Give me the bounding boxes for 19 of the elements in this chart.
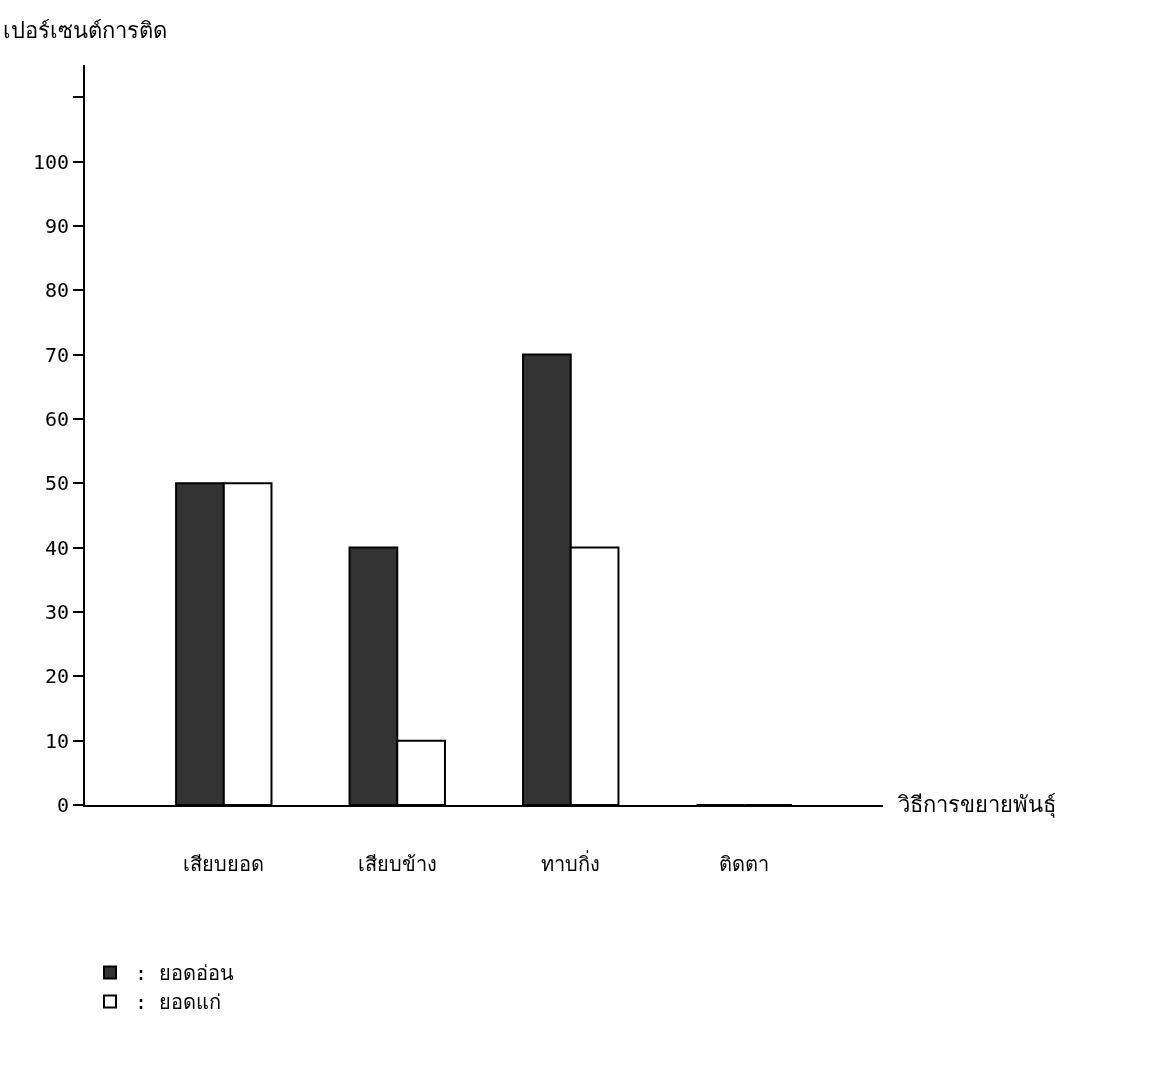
x-tick-label: เสียบยอด — [183, 852, 265, 876]
x-tick-label: เสียบข้าง — [357, 852, 437, 876]
y-tick-label: 30 — [44, 599, 69, 624]
x-tick-label: ทาบกิ่ง — [541, 850, 601, 876]
y-tick-label: 100 — [32, 149, 69, 174]
y-tick-label: 70 — [44, 342, 69, 367]
y-tick-label: 60 — [44, 406, 69, 431]
y-axis-title: เปอร์เซนต์การติด — [3, 18, 167, 43]
x-axis-title: วิธีการขยายพันธุ์ — [897, 792, 1056, 818]
y-tick-label: 90 — [44, 213, 69, 238]
y-tick-label: 20 — [44, 664, 69, 689]
x-tick-label: ติดตา — [719, 852, 770, 876]
y-tick-label: 0 — [56, 793, 69, 817]
y-tick-label: 40 — [44, 535, 69, 560]
legend-label: : ยอดแก่ — [135, 990, 222, 1015]
y-tick-label: 10 — [44, 728, 69, 753]
legend-label: : ยอดอ่อน — [135, 961, 235, 986]
y-tick-label: 50 — [44, 471, 69, 496]
y-tick-label: 80 — [44, 278, 69, 303]
